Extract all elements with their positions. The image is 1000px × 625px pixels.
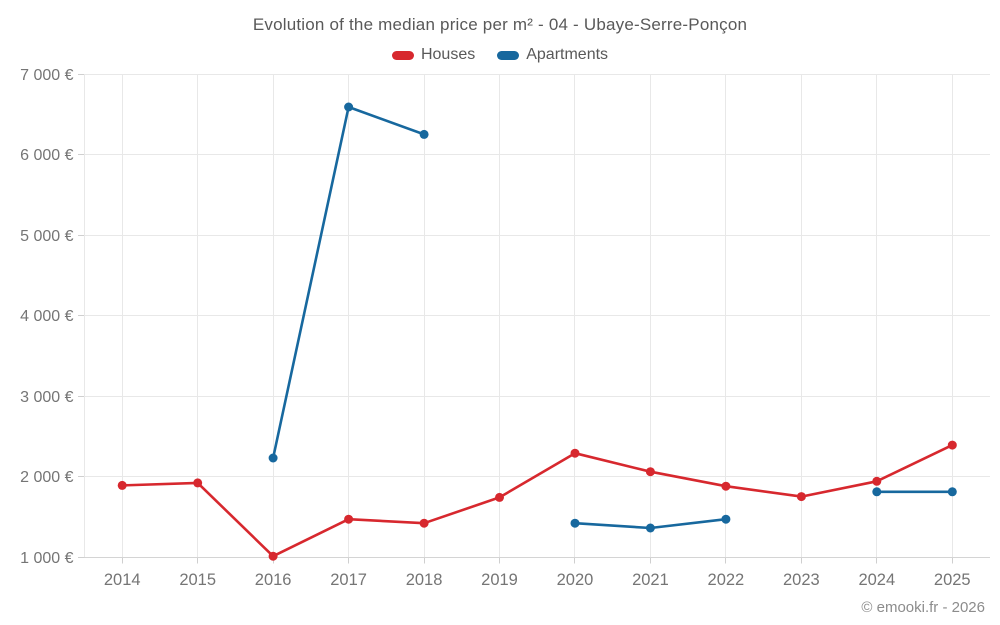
legend-item-apartments[interactable]: Apartments [497,46,608,64]
data-point-houses-2024[interactable] [872,476,882,486]
legend-item-houses[interactable]: Houses [391,46,476,64]
y-axis-tick-label: 7 000 € [20,67,73,84]
y-axis-tick-label: 3 000 € [20,389,73,406]
x-axis-tick-label: 2019 [481,571,518,589]
data-point-apartments-2020[interactable] [570,518,580,528]
chart-title: Evolution of the median price per m² - 0… [252,15,748,34]
y-axis-tick-label: 4 000 € [20,308,73,325]
data-point-apartments-2018[interactable] [419,129,429,139]
data-point-houses-2020[interactable] [570,448,580,458]
legend-label-apartments: Apartments [526,46,609,63]
data-point-houses-2023[interactable] [796,492,806,502]
data-point-apartments-2017[interactable] [344,102,354,112]
x-axis-tick-label: 2023 [783,571,820,589]
data-point-houses-2015[interactable] [193,478,203,488]
legend-swatch-houses [391,50,414,60]
data-point-houses-2021[interactable] [645,467,655,477]
data-point-houses-2022[interactable] [721,481,731,491]
x-axis-tick-label: 2018 [406,571,443,589]
legend-label-houses: Houses [420,46,476,63]
chart-legend: Houses Apartments [0,46,1000,64]
data-point-apartments-2021[interactable] [645,523,655,533]
data-point-houses-2025[interactable] [947,440,957,450]
x-axis-tick-label: 2021 [632,571,669,589]
x-axis-tick-label: 2024 [858,571,895,589]
x-axis-tick-label: 2014 [104,571,141,589]
x-axis-tick-label: 2015 [179,571,216,589]
copyright-credit: © emooki.fr - 2026 [861,599,985,616]
data-point-houses-2014[interactable] [117,480,127,490]
data-point-houses-2017[interactable] [344,514,354,524]
series-line-houses [120,443,954,558]
legend-swatch-apartments [497,50,520,60]
data-point-apartments-2022[interactable] [721,514,731,524]
y-axis-tick-label: 5 000 € [20,228,73,245]
data-point-houses-2019[interactable] [495,492,504,502]
series-line-apartments [271,105,954,530]
x-axis-tick-label: 2025 [934,571,971,589]
data-point-houses-2018[interactable] [419,518,429,528]
data-point-apartments-2016[interactable] [268,453,278,463]
y-axis-tick-label: 2 000 € [20,469,73,486]
x-axis-tick-label: 2017 [330,571,367,589]
x-axis-tick-label: 2016 [255,571,292,589]
data-point-apartments-2025[interactable] [947,487,957,497]
data-point-houses-2016[interactable] [268,551,278,561]
y-axis-tick-label: 1 000 € [20,550,73,567]
x-axis-tick-label: 2020 [557,571,594,589]
data-point-apartments-2024[interactable] [872,487,882,497]
x-axis-tick-label: 2022 [708,571,745,589]
y-axis-tick-label: 6 000 € [20,147,73,164]
